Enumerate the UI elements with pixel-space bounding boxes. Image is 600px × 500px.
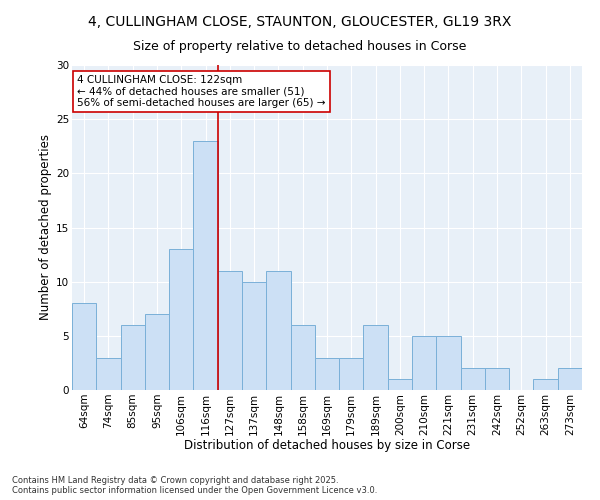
Bar <box>72 304 96 390</box>
Bar <box>96 358 121 390</box>
Bar <box>315 358 339 390</box>
X-axis label: Distribution of detached houses by size in Corse: Distribution of detached houses by size … <box>184 439 470 452</box>
Bar <box>145 314 169 390</box>
Bar <box>364 325 388 390</box>
Bar <box>485 368 509 390</box>
Bar <box>558 368 582 390</box>
Bar <box>266 271 290 390</box>
Bar <box>169 249 193 390</box>
Text: 4, CULLINGHAM CLOSE, STAUNTON, GLOUCESTER, GL19 3RX: 4, CULLINGHAM CLOSE, STAUNTON, GLOUCESTE… <box>88 15 512 29</box>
Bar <box>533 379 558 390</box>
Bar <box>193 141 218 390</box>
Bar <box>121 325 145 390</box>
Bar <box>242 282 266 390</box>
Bar <box>436 336 461 390</box>
Text: 4 CULLINGHAM CLOSE: 122sqm
← 44% of detached houses are smaller (51)
56% of semi: 4 CULLINGHAM CLOSE: 122sqm ← 44% of deta… <box>77 74 326 108</box>
Text: Size of property relative to detached houses in Corse: Size of property relative to detached ho… <box>133 40 467 53</box>
Bar <box>218 271 242 390</box>
Bar <box>339 358 364 390</box>
Text: Contains HM Land Registry data © Crown copyright and database right 2025.
Contai: Contains HM Land Registry data © Crown c… <box>12 476 377 495</box>
Bar <box>412 336 436 390</box>
Bar <box>388 379 412 390</box>
Y-axis label: Number of detached properties: Number of detached properties <box>39 134 52 320</box>
Bar <box>290 325 315 390</box>
Bar <box>461 368 485 390</box>
